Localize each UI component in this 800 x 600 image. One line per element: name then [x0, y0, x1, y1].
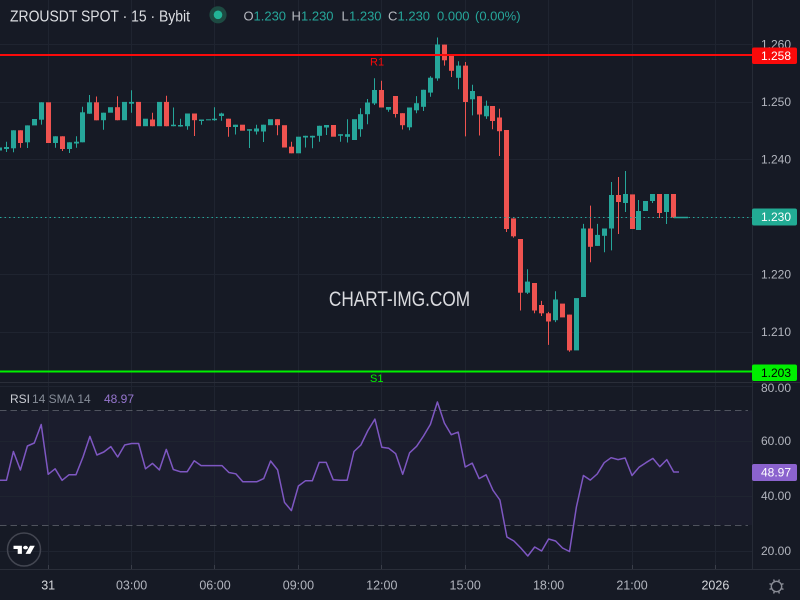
svg-text:1.210: 1.210 — [761, 325, 791, 339]
svg-text:40.00: 40.00 — [761, 489, 791, 503]
svg-text:1.230: 1.230 — [398, 9, 431, 24]
svg-text:O: O — [244, 9, 254, 24]
svg-text:18:00: 18:00 — [533, 579, 564, 593]
svg-text:1.220: 1.220 — [761, 268, 791, 282]
svg-text:14 SMA 14: 14 SMA 14 — [32, 392, 91, 406]
svg-text:L: L — [342, 9, 349, 24]
svg-text:1.250: 1.250 — [761, 95, 791, 109]
svg-text:0.000: 0.000 — [437, 9, 470, 24]
svg-text:1.258: 1.258 — [761, 49, 791, 63]
svg-text:1.230: 1.230 — [254, 9, 287, 24]
svg-text:12:00: 12:00 — [366, 579, 397, 593]
svg-text:20.00: 20.00 — [761, 544, 791, 558]
svg-text:48.97: 48.97 — [104, 392, 134, 406]
svg-text:1.203: 1.203 — [761, 366, 791, 380]
svg-text:H: H — [292, 9, 301, 24]
svg-text:60.00: 60.00 — [761, 434, 791, 448]
svg-text:06:00: 06:00 — [199, 579, 230, 593]
svg-text:1.240: 1.240 — [761, 153, 791, 167]
svg-text:15:00: 15:00 — [450, 579, 481, 593]
svg-text:R1: R1 — [370, 57, 384, 69]
svg-text:(0.00%): (0.00%) — [475, 9, 521, 24]
svg-text:03:00: 03:00 — [116, 579, 147, 593]
svg-text:2026: 2026 — [701, 579, 729, 593]
svg-text:1.230: 1.230 — [301, 9, 334, 24]
svg-text:ZROUSDT SPOT · 15 · Bybit: ZROUSDT SPOT · 15 · Bybit — [10, 9, 190, 26]
svg-text:48.97: 48.97 — [761, 466, 791, 480]
svg-text:C: C — [388, 9, 397, 24]
svg-text:S1: S1 — [370, 373, 383, 385]
svg-text:09:00: 09:00 — [283, 579, 314, 593]
svg-text:CHART-IMG.COM: CHART-IMG.COM — [329, 289, 470, 312]
svg-text:1.230: 1.230 — [349, 9, 382, 24]
svg-text:RSI: RSI — [10, 392, 30, 406]
svg-text:80.00: 80.00 — [761, 381, 791, 395]
svg-text:21:00: 21:00 — [616, 579, 647, 593]
svg-text:31: 31 — [41, 579, 55, 593]
svg-text:1.230: 1.230 — [761, 210, 791, 224]
